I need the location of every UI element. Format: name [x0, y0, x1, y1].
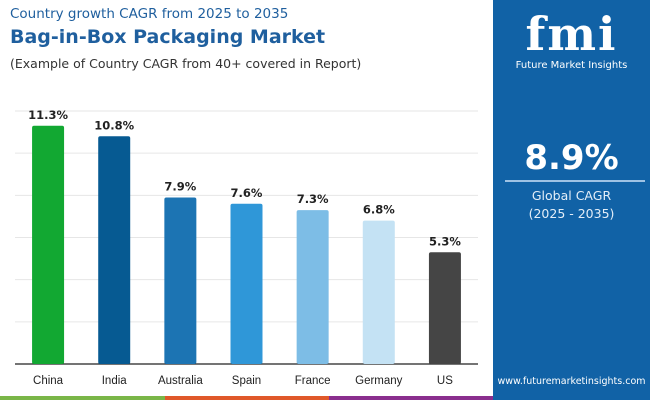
logo-mark: fmi — [525, 7, 618, 61]
footer-strip-green — [0, 396, 165, 400]
brand-name: Future Market Insights — [515, 60, 628, 71]
chart-subtitle: Country growth CAGR from 2025 to 2035 — [10, 6, 289, 22]
footer-strip-orange — [165, 396, 329, 400]
bar-germany — [362, 220, 395, 364]
global-cagr-label: Global CAGR — [531, 188, 612, 203]
bar-australia — [164, 197, 197, 364]
website-link[interactable]: www.futuremarketinsights.com — [497, 376, 646, 387]
bar-france — [296, 210, 329, 364]
bar-india — [98, 136, 131, 364]
bar-china — [32, 125, 65, 364]
data-label: 5.3% — [429, 234, 461, 248]
x-tick-label: US — [437, 375, 453, 387]
bar-chart: 11.3% China 10.8% India 7.9% Australia 7.6% Spa… — [15, 108, 478, 387]
chart-title: Bag-in-Box Packaging Market — [10, 26, 326, 48]
x-tick-label: France — [295, 375, 331, 387]
data-label: 10.8% — [94, 118, 134, 132]
summary-panel: fmi Future Market Insights 8.9% Global C… — [493, 0, 650, 400]
bar-spain — [230, 203, 263, 364]
fmi-logo: fmi Future Market Insights — [493, 8, 650, 71]
cagr-period: (2025 - 2035) — [528, 206, 615, 221]
chart-note: (Example of Country CAGR from 40+ covere… — [10, 56, 362, 71]
x-tick-label: India — [102, 375, 128, 387]
divider — [505, 180, 645, 182]
data-label: 7.9% — [164, 179, 196, 193]
x-tick-label: China — [33, 375, 64, 387]
x-tick-label: Australia — [158, 375, 203, 387]
x-tick-label: Spain — [232, 375, 261, 387]
x-tick-label: Germany — [355, 375, 403, 387]
data-label: 7.3% — [297, 192, 329, 206]
footer-strip-purple — [329, 396, 493, 400]
data-label: 6.8% — [363, 203, 395, 217]
data-label: 7.6% — [231, 186, 263, 200]
global-cagr-value: 8.9% — [524, 138, 619, 178]
bar-us — [428, 252, 461, 364]
data-label: 11.3% — [28, 108, 68, 122]
